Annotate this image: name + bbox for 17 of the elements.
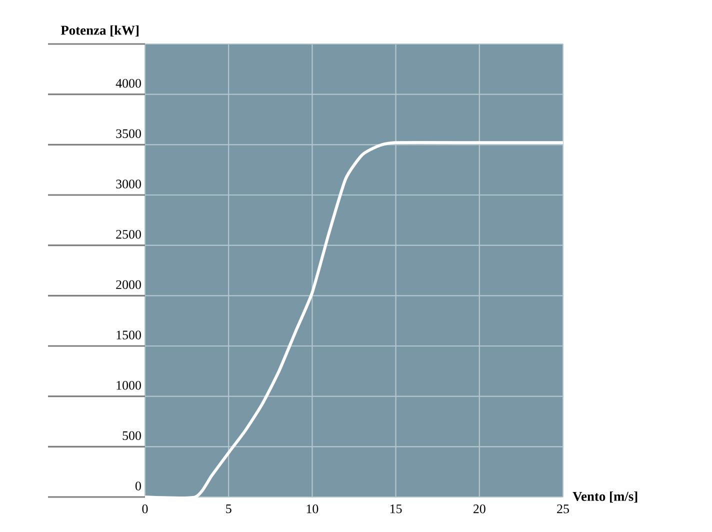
y-tick-label: 4000 — [116, 78, 141, 88]
y-tick-label: 3000 — [116, 180, 141, 188]
y-axis-title: Potenza [kW] — [60, 25, 138, 36]
x-tick-label: 25 — [557, 504, 569, 514]
x-tick-label: 5 — [226, 504, 232, 514]
x-axis-title: Vento [m/s] — [572, 491, 638, 503]
y-tick-label: 1500 — [116, 330, 141, 340]
x-tick-label: 10 — [306, 504, 318, 514]
y-tick-label: 0 — [136, 482, 141, 490]
x-tick-label: 15 — [390, 504, 402, 514]
y-tick-label: 500 — [122, 431, 141, 440]
x-tick-label: 20 — [473, 504, 486, 514]
y-tick-label: 2500 — [116, 230, 141, 239]
y-tick-label: 1000 — [116, 380, 141, 390]
x-tick-label: 0 — [142, 504, 148, 514]
y-tick-label: 2000 — [116, 280, 141, 290]
y-tick-label: 3500 — [116, 129, 141, 138]
